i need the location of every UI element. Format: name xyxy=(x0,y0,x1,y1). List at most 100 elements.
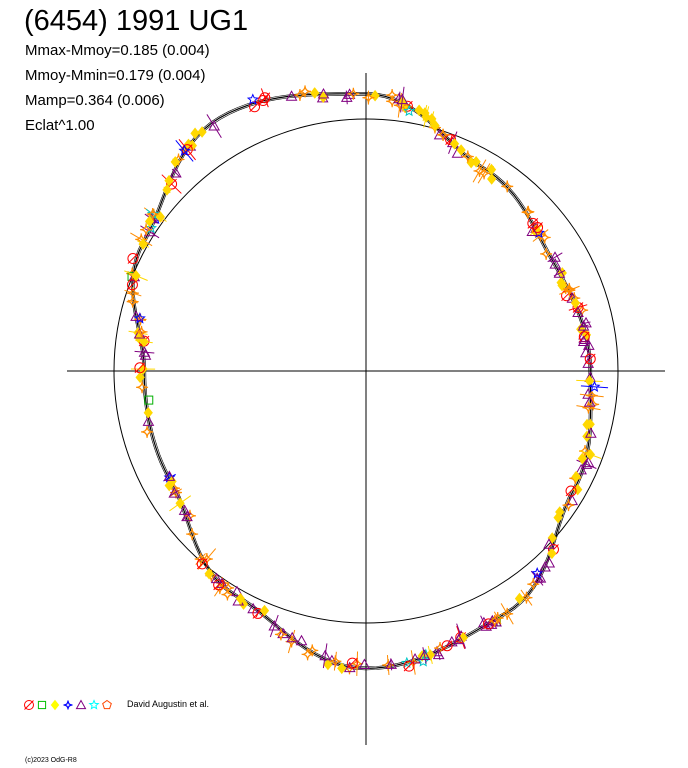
triangle-marker xyxy=(549,251,561,262)
cross-star-marker xyxy=(488,614,501,627)
diamond-marker xyxy=(553,511,563,524)
stat-mamp: Mamp=0.364 (0.006) xyxy=(25,92,165,109)
cross-star-marker xyxy=(563,282,576,295)
error-bar xyxy=(477,163,491,184)
triangle-marker xyxy=(526,225,539,237)
triangle-marker xyxy=(268,619,281,631)
cross-star-marker xyxy=(501,180,514,193)
square-marker xyxy=(144,395,154,405)
star-marker xyxy=(133,312,146,324)
triangle-marker xyxy=(277,627,289,639)
mean-curve-line xyxy=(133,95,590,668)
triangle-marker xyxy=(543,538,555,549)
star-marker xyxy=(403,104,416,117)
cross-star-marker xyxy=(587,398,600,411)
cross-star-marker xyxy=(540,247,553,260)
error-bar xyxy=(576,405,601,411)
triangle-marker xyxy=(340,91,353,102)
error-bar xyxy=(559,285,580,295)
error-bar xyxy=(532,229,549,242)
diamond-marker xyxy=(514,592,525,605)
circle-marker-slash xyxy=(347,657,358,669)
error-bar xyxy=(520,589,533,606)
error-bar xyxy=(175,140,194,162)
stat-mmoy-mmin: Mmoy-Mmin=0.179 (0.004) xyxy=(25,67,206,84)
circle-marker-slash xyxy=(196,558,208,570)
star-marker xyxy=(588,380,601,392)
cross-star-marker xyxy=(347,87,360,100)
circle-marker xyxy=(259,92,271,104)
diamond-marker xyxy=(573,483,583,496)
circle-marker-slash xyxy=(127,253,139,264)
cross-star-marker xyxy=(520,591,533,604)
cross-star-marker xyxy=(63,700,73,710)
triangle-marker xyxy=(75,699,87,710)
diamond-marker xyxy=(162,184,172,196)
diamond-marker xyxy=(487,173,497,185)
diamond-marker xyxy=(570,297,581,309)
diamond-marker xyxy=(138,238,148,250)
triangle-marker xyxy=(317,87,330,99)
triangle-marker xyxy=(409,652,421,664)
reference-circle xyxy=(113,118,619,624)
diamond-marker xyxy=(131,269,141,282)
legend-markers xyxy=(24,699,112,711)
circle-marker xyxy=(527,217,539,229)
cross-star-marker xyxy=(386,88,399,101)
circle-marker-slash xyxy=(24,700,34,710)
diamond-marker xyxy=(584,375,595,387)
triangle-marker xyxy=(286,631,299,643)
triangle-marker xyxy=(582,339,595,350)
circle-marker-slash xyxy=(213,579,224,591)
cross-star-marker xyxy=(221,588,234,601)
stat-eclat: Eclat^1.00 xyxy=(25,117,95,134)
cross-star-marker xyxy=(329,655,342,668)
triangle-marker xyxy=(319,649,331,661)
cross-star-marker xyxy=(527,578,540,591)
triangle-marker xyxy=(452,633,465,645)
star-marker xyxy=(178,144,191,156)
diamond-marker xyxy=(170,156,180,168)
triangle-marker xyxy=(396,93,409,105)
diamond-marker xyxy=(420,107,430,119)
triangle-marker xyxy=(549,258,562,269)
triangle-marker xyxy=(170,166,182,178)
cross-star-marker xyxy=(183,509,196,522)
diamond-marker xyxy=(175,497,185,510)
circle-marker-slash xyxy=(445,134,456,145)
triangle-marker xyxy=(583,396,596,407)
data-points-group xyxy=(124,85,609,676)
circle-marker xyxy=(346,657,358,669)
triangle-marker xyxy=(295,634,308,646)
diamond-marker xyxy=(135,371,145,384)
circle-marker xyxy=(127,253,139,265)
triangle-marker xyxy=(343,88,356,99)
cross-star-marker xyxy=(141,425,154,438)
diamond-marker xyxy=(235,592,246,605)
triangle-marker xyxy=(577,320,590,331)
diamond-marker xyxy=(556,276,566,289)
error-bar xyxy=(493,611,502,625)
circle-marker xyxy=(134,362,146,374)
diamond-marker xyxy=(456,144,466,156)
cross-star-marker xyxy=(478,167,491,180)
triangle-marker xyxy=(208,119,220,131)
triangle-marker xyxy=(358,658,371,669)
circle-marker-slash xyxy=(403,660,415,672)
circle-marker xyxy=(126,279,138,291)
star-marker xyxy=(246,93,259,105)
error-bar xyxy=(269,614,279,638)
triangle-marker xyxy=(580,458,593,469)
triangle-marker xyxy=(142,415,155,426)
triangle-marker xyxy=(285,90,298,101)
diamond-marker xyxy=(370,89,380,102)
triangle-marker xyxy=(163,470,176,481)
triangle-marker xyxy=(231,585,243,597)
diamond-marker xyxy=(571,470,581,483)
triangle-marker xyxy=(582,456,595,468)
diamond-marker xyxy=(449,137,460,150)
triangle-marker xyxy=(575,463,587,475)
circle-marker-slash xyxy=(127,279,138,291)
diamond-marker xyxy=(337,662,347,675)
triangle-marker xyxy=(585,427,597,438)
